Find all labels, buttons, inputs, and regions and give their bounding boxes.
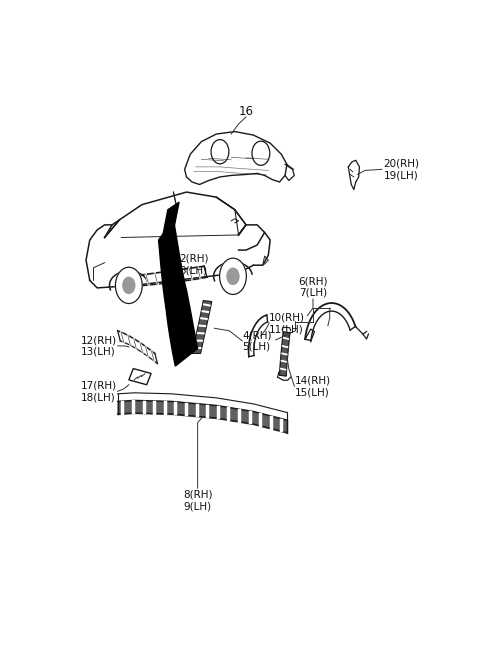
Polygon shape bbox=[192, 301, 212, 354]
Text: 12(RH)
13(LH): 12(RH) 13(LH) bbox=[81, 335, 117, 357]
Text: 17(RH)
18(LH): 17(RH) 18(LH) bbox=[81, 381, 117, 402]
Text: 20(RH)
19(LH): 20(RH) 19(LH) bbox=[384, 159, 420, 180]
Text: 2(RH)
3(LH): 2(RH) 3(LH) bbox=[179, 253, 208, 275]
Circle shape bbox=[219, 258, 246, 295]
Circle shape bbox=[115, 267, 142, 303]
Polygon shape bbox=[160, 202, 179, 248]
Text: 10(RH)
11(LH): 10(RH) 11(LH) bbox=[268, 312, 304, 334]
Text: 14(RH)
15(LH): 14(RH) 15(LH) bbox=[294, 375, 331, 397]
Text: 4(RH)
5(LH): 4(RH) 5(LH) bbox=[242, 330, 272, 352]
Polygon shape bbox=[158, 220, 186, 308]
Text: 16: 16 bbox=[239, 105, 253, 118]
Circle shape bbox=[227, 269, 239, 284]
Polygon shape bbox=[166, 290, 198, 366]
Text: 8(RH)
9(LH): 8(RH) 9(LH) bbox=[183, 490, 212, 512]
Polygon shape bbox=[279, 332, 290, 376]
Text: 6(RH)
7(LH): 6(RH) 7(LH) bbox=[298, 276, 328, 298]
Circle shape bbox=[123, 277, 135, 293]
